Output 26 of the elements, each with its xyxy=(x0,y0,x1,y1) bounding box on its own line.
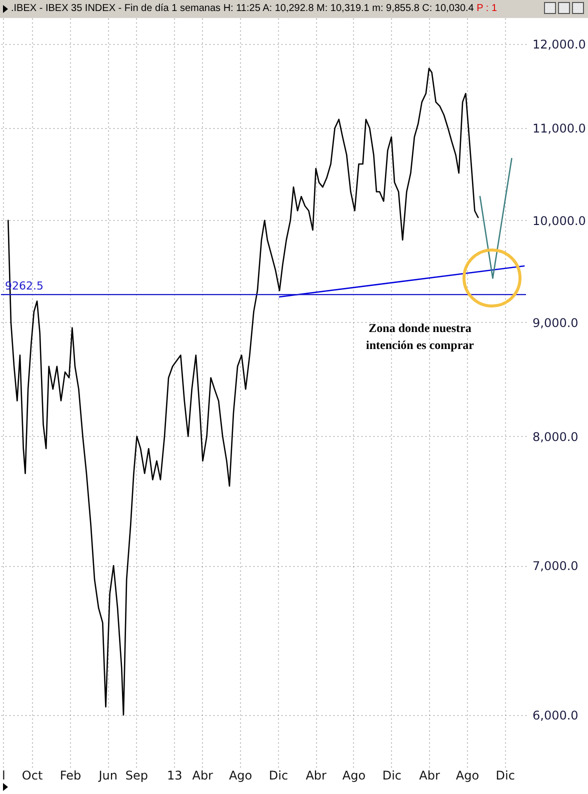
chart-title: .IBEX - IBEX 35 INDEX - Fin de día 1 semanas H: 11:25 A: 10,292.8 M: 10,319.1 m: 9,855.8 C: 10,030.4 xyxy=(11,3,474,14)
x-tick-label: Ago xyxy=(342,768,366,782)
annotation: Zona donde nuestra intención es comprar xyxy=(365,320,475,354)
y-tick-label: 10,000.0 xyxy=(532,214,586,228)
x-tick-label: Abr xyxy=(419,768,440,782)
y-tick-label: 8,000.0 xyxy=(532,430,578,444)
line-series xyxy=(8,68,479,716)
y-tick-label: 6,000.0 xyxy=(532,708,578,722)
y-tick-label: 11,000.0 xyxy=(532,122,586,136)
x-tick-label: Oct xyxy=(22,768,43,782)
y-tick-label: 7,000.0 xyxy=(532,559,578,574)
y-tick-label: 12,000.0 xyxy=(532,37,586,52)
y-tick-label: 9,000.0 xyxy=(532,316,578,330)
x-tick-label: Dic xyxy=(382,768,402,782)
x-tick-label: Jun xyxy=(98,768,118,782)
x-tick-label: Abr xyxy=(306,768,327,782)
chart-subtitle: P : 1 xyxy=(476,3,498,14)
x-tick-label: Sep xyxy=(125,768,148,782)
x-tick-label: 13 xyxy=(166,768,182,782)
x-tick-label: Abr xyxy=(192,768,214,782)
x-tick-label: Feb xyxy=(60,768,82,782)
x-tick-label: Dic xyxy=(496,768,515,782)
x-tick-label: l xyxy=(2,768,6,782)
x-tick-label: Ago xyxy=(456,768,480,782)
x-tick-label: Ago xyxy=(228,768,252,782)
x-tick-label: Dic xyxy=(268,768,288,782)
